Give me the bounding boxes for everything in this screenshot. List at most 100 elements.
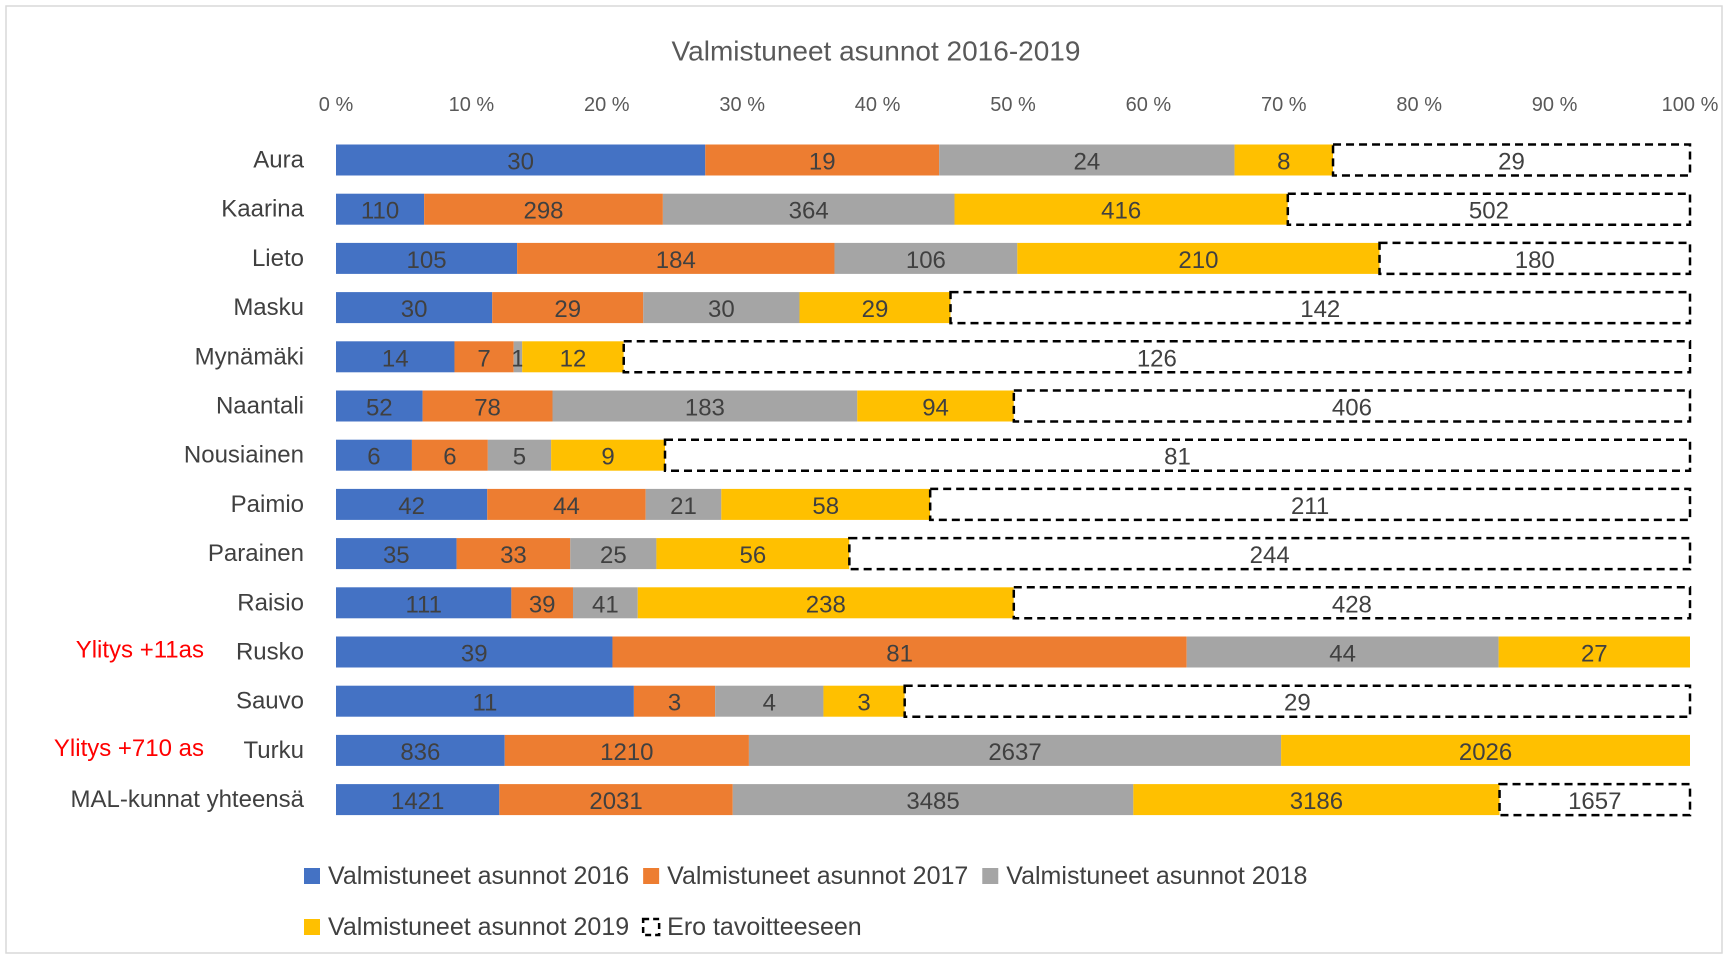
data-label: 106 — [906, 247, 946, 274]
y-tick-label: Masku — [233, 294, 304, 321]
data-label: 1210 — [600, 739, 653, 766]
bar-segment — [645, 488, 722, 520]
bar-segment — [522, 341, 624, 373]
data-label: 39 — [461, 641, 488, 668]
bar-segment — [511, 587, 573, 619]
data-label: 21 — [670, 493, 697, 520]
bar-segment — [336, 439, 412, 471]
y-tick-label: MAL-kunnat yhteensä — [71, 786, 305, 813]
data-label: 25 — [600, 542, 627, 569]
data-label: 27 — [1581, 641, 1608, 668]
data-label: 1421 — [391, 788, 444, 815]
bar-segment — [732, 784, 1134, 816]
chart-title: Valmistuneet asunnot 2016-2019 — [672, 36, 1081, 67]
data-label: 406 — [1332, 395, 1372, 422]
legend-swatch — [304, 868, 320, 884]
data-label: 2026 — [1459, 739, 1512, 766]
bar-segment — [715, 685, 824, 717]
data-label: 502 — [1469, 198, 1509, 225]
bar-segment — [1186, 636, 1499, 668]
data-label: 238 — [806, 591, 846, 618]
data-label: 35 — [383, 542, 410, 569]
bar-segment — [662, 193, 955, 225]
bar-segment — [663, 438, 1692, 472]
annotation: Ylitys +710 as — [54, 735, 204, 762]
data-label: 184 — [656, 247, 696, 274]
x-tick-label: 20 % — [584, 94, 630, 116]
data-label: 2637 — [988, 739, 1041, 766]
data-label: 211 — [1291, 493, 1329, 520]
data-label: 5 — [513, 444, 526, 471]
bar-segment — [411, 439, 488, 471]
x-tick-label: 40 % — [855, 94, 901, 116]
bar-segment — [1012, 586, 1692, 620]
bar-segment — [823, 685, 905, 717]
bar-segment — [336, 488, 488, 520]
y-tick-label: Aura — [253, 147, 304, 174]
bar-segment — [834, 242, 1018, 274]
x-tick-label: 50 % — [990, 94, 1036, 116]
data-label: 183 — [685, 395, 725, 422]
data-label: 44 — [553, 493, 580, 520]
legend-label: Valmistuneet asunnot 2019 — [328, 913, 629, 941]
bar-segment — [1378, 241, 1692, 276]
legend-label: Valmistuneet asunnot 2016 — [328, 862, 629, 890]
legend-label: Valmistuneet asunnot 2018 — [1006, 862, 1307, 890]
bar-segment — [336, 587, 512, 619]
data-label: 210 — [1178, 247, 1218, 274]
bar-segment — [748, 734, 1282, 766]
data-label: 9 — [601, 444, 614, 471]
y-tick-label: Mynämäki — [195, 343, 304, 370]
y-tick-label: Nousiainen — [184, 442, 304, 469]
bar-segment — [504, 734, 749, 766]
data-label: 30 — [708, 296, 735, 323]
data-label: 142 — [1300, 296, 1340, 323]
bar-segment — [857, 390, 1014, 422]
bar-segment — [705, 144, 940, 176]
data-label: 416 — [1101, 198, 1141, 225]
bar-segment — [799, 292, 951, 324]
bar-segment — [1331, 143, 1692, 177]
bar-segment — [336, 734, 505, 766]
data-label: 30 — [507, 149, 534, 176]
data-label: 126 — [1137, 345, 1177, 372]
bar-segment — [928, 487, 1692, 522]
bar-segment — [336, 784, 500, 816]
y-tick-label: Raisio — [237, 589, 304, 616]
bar-segment — [513, 341, 523, 373]
x-tick-label: 100 % — [1662, 94, 1719, 116]
y-tick-label: Naantali — [216, 393, 304, 420]
legend-swatch — [304, 919, 320, 935]
y-tick-label: Sauvo — [236, 688, 304, 715]
data-label: 78 — [474, 395, 501, 422]
bar-segment — [422, 390, 553, 422]
bar-segment — [454, 341, 514, 373]
bar-segment — [637, 587, 1014, 619]
data-label: 29 — [862, 296, 889, 323]
data-label: 3 — [857, 690, 870, 717]
bar-segment — [487, 488, 646, 520]
data-label: 94 — [922, 395, 949, 422]
legend-label: Ero tavoitteeseen — [667, 913, 862, 941]
bar-segment — [622, 340, 1692, 374]
data-label: 56 — [740, 542, 767, 569]
bar-segment — [336, 242, 518, 274]
bar-segment — [939, 144, 1235, 176]
data-label: 11 — [472, 690, 497, 717]
bar-segment — [848, 536, 1692, 571]
bar-segment — [1234, 144, 1334, 176]
data-label: 12 — [560, 345, 587, 372]
bar-segment — [499, 784, 733, 816]
data-label: 180 — [1515, 247, 1555, 274]
bar-segment — [612, 636, 1187, 668]
bar-segment — [456, 538, 571, 570]
y-tick-label: Kaarina — [221, 196, 304, 223]
legend-label: Valmistuneet asunnot 2017 — [667, 862, 968, 890]
legend-swatch — [982, 868, 999, 884]
bar-segment — [721, 488, 931, 520]
data-label: 29 — [1284, 690, 1311, 717]
data-label: 81 — [886, 641, 913, 668]
bar-segment — [551, 439, 666, 471]
data-label: 6 — [443, 444, 456, 471]
legend-swatch — [643, 868, 660, 884]
